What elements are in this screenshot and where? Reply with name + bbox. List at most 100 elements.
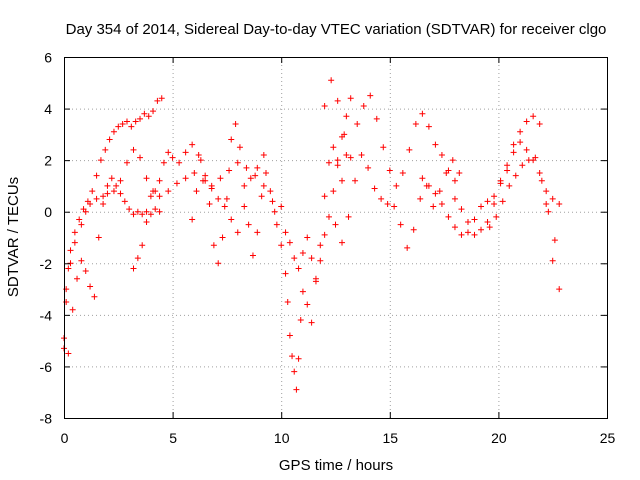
data-point	[471, 231, 478, 238]
data-point	[234, 229, 241, 236]
data-point	[97, 157, 104, 164]
x-axis-ticks: 0 5 10 15 20 25	[61, 57, 615, 446]
data-point	[215, 195, 222, 202]
data-point	[425, 123, 432, 130]
data-point	[499, 198, 506, 205]
data-point	[321, 193, 328, 200]
data-point	[504, 167, 511, 174]
data-point	[491, 193, 498, 200]
data-point	[252, 172, 259, 179]
data-point	[399, 170, 406, 177]
data-point	[304, 234, 311, 241]
series-arc-l	[486, 154, 558, 244]
data-point	[243, 164, 250, 171]
data-point	[297, 317, 304, 324]
data-point	[247, 175, 254, 182]
data-point	[380, 144, 387, 151]
data-point	[87, 200, 94, 207]
data-point	[449, 157, 456, 164]
data-point	[343, 151, 350, 158]
data-point	[104, 190, 111, 197]
data-point	[191, 170, 198, 177]
data-point	[100, 193, 107, 200]
data-point	[289, 353, 296, 360]
data-point	[139, 242, 146, 249]
data-point	[134, 255, 141, 262]
series-arc-g	[278, 95, 354, 282]
data-point	[217, 175, 224, 182]
data-point	[293, 386, 300, 393]
data-point	[352, 177, 359, 184]
x-tick-label: 0	[61, 430, 69, 446]
data-point	[137, 115, 144, 122]
data-point	[325, 213, 332, 220]
data-point	[165, 188, 172, 195]
data-point	[223, 195, 230, 202]
data-point	[321, 231, 328, 238]
x-tick-label: 15	[383, 430, 399, 446]
data-point	[195, 151, 202, 158]
y-tick-label: 4	[44, 101, 52, 117]
data-point	[106, 136, 113, 143]
grid-lines	[64, 57, 607, 418]
data-point	[143, 219, 150, 226]
data-point	[339, 177, 346, 184]
data-point	[176, 159, 183, 166]
data-point	[443, 170, 450, 177]
data-point	[206, 200, 213, 207]
data-point	[156, 208, 163, 215]
data-point	[484, 219, 491, 226]
series-arc-j	[419, 139, 563, 238]
data-point	[464, 219, 471, 226]
data-point	[241, 203, 248, 210]
data-point	[193, 188, 200, 195]
data-point	[371, 185, 378, 192]
data-point	[347, 154, 354, 161]
data-point	[110, 128, 117, 135]
data-point	[493, 213, 500, 220]
data-point	[464, 229, 471, 236]
data-point	[152, 206, 159, 213]
data-point	[478, 203, 485, 210]
data-point	[295, 265, 302, 272]
data-point	[339, 239, 346, 246]
data-point	[286, 239, 293, 246]
data-point	[165, 149, 172, 156]
data-point	[334, 97, 341, 104]
data-point	[269, 198, 276, 205]
data-point	[139, 211, 146, 218]
data-point	[345, 213, 352, 220]
data-point	[156, 193, 163, 200]
data-point	[113, 182, 120, 189]
data-point	[478, 226, 485, 233]
data-point	[458, 206, 465, 213]
data-point	[404, 244, 411, 251]
data-point	[128, 123, 135, 130]
data-point	[208, 185, 215, 192]
data-point	[130, 211, 137, 218]
data-point	[504, 162, 511, 169]
data-point	[189, 141, 196, 148]
data-point	[451, 224, 458, 231]
data-point	[102, 146, 109, 153]
data-point	[117, 177, 124, 184]
data-point	[78, 257, 85, 264]
data-point	[551, 237, 558, 244]
data-point	[249, 252, 256, 259]
data-point	[143, 175, 150, 182]
data-point	[228, 136, 235, 143]
data-point	[291, 368, 298, 375]
data-point	[471, 216, 478, 223]
data-point	[74, 275, 81, 282]
data-point	[391, 203, 398, 210]
data-point	[532, 154, 539, 161]
data-point	[517, 139, 524, 146]
data-point	[451, 195, 458, 202]
data-point	[317, 242, 324, 249]
data-point	[506, 182, 513, 189]
data-point	[254, 229, 261, 236]
plot-frame	[64, 57, 608, 419]
data-point	[71, 239, 78, 246]
data-point	[182, 149, 189, 156]
data-point	[397, 221, 404, 228]
